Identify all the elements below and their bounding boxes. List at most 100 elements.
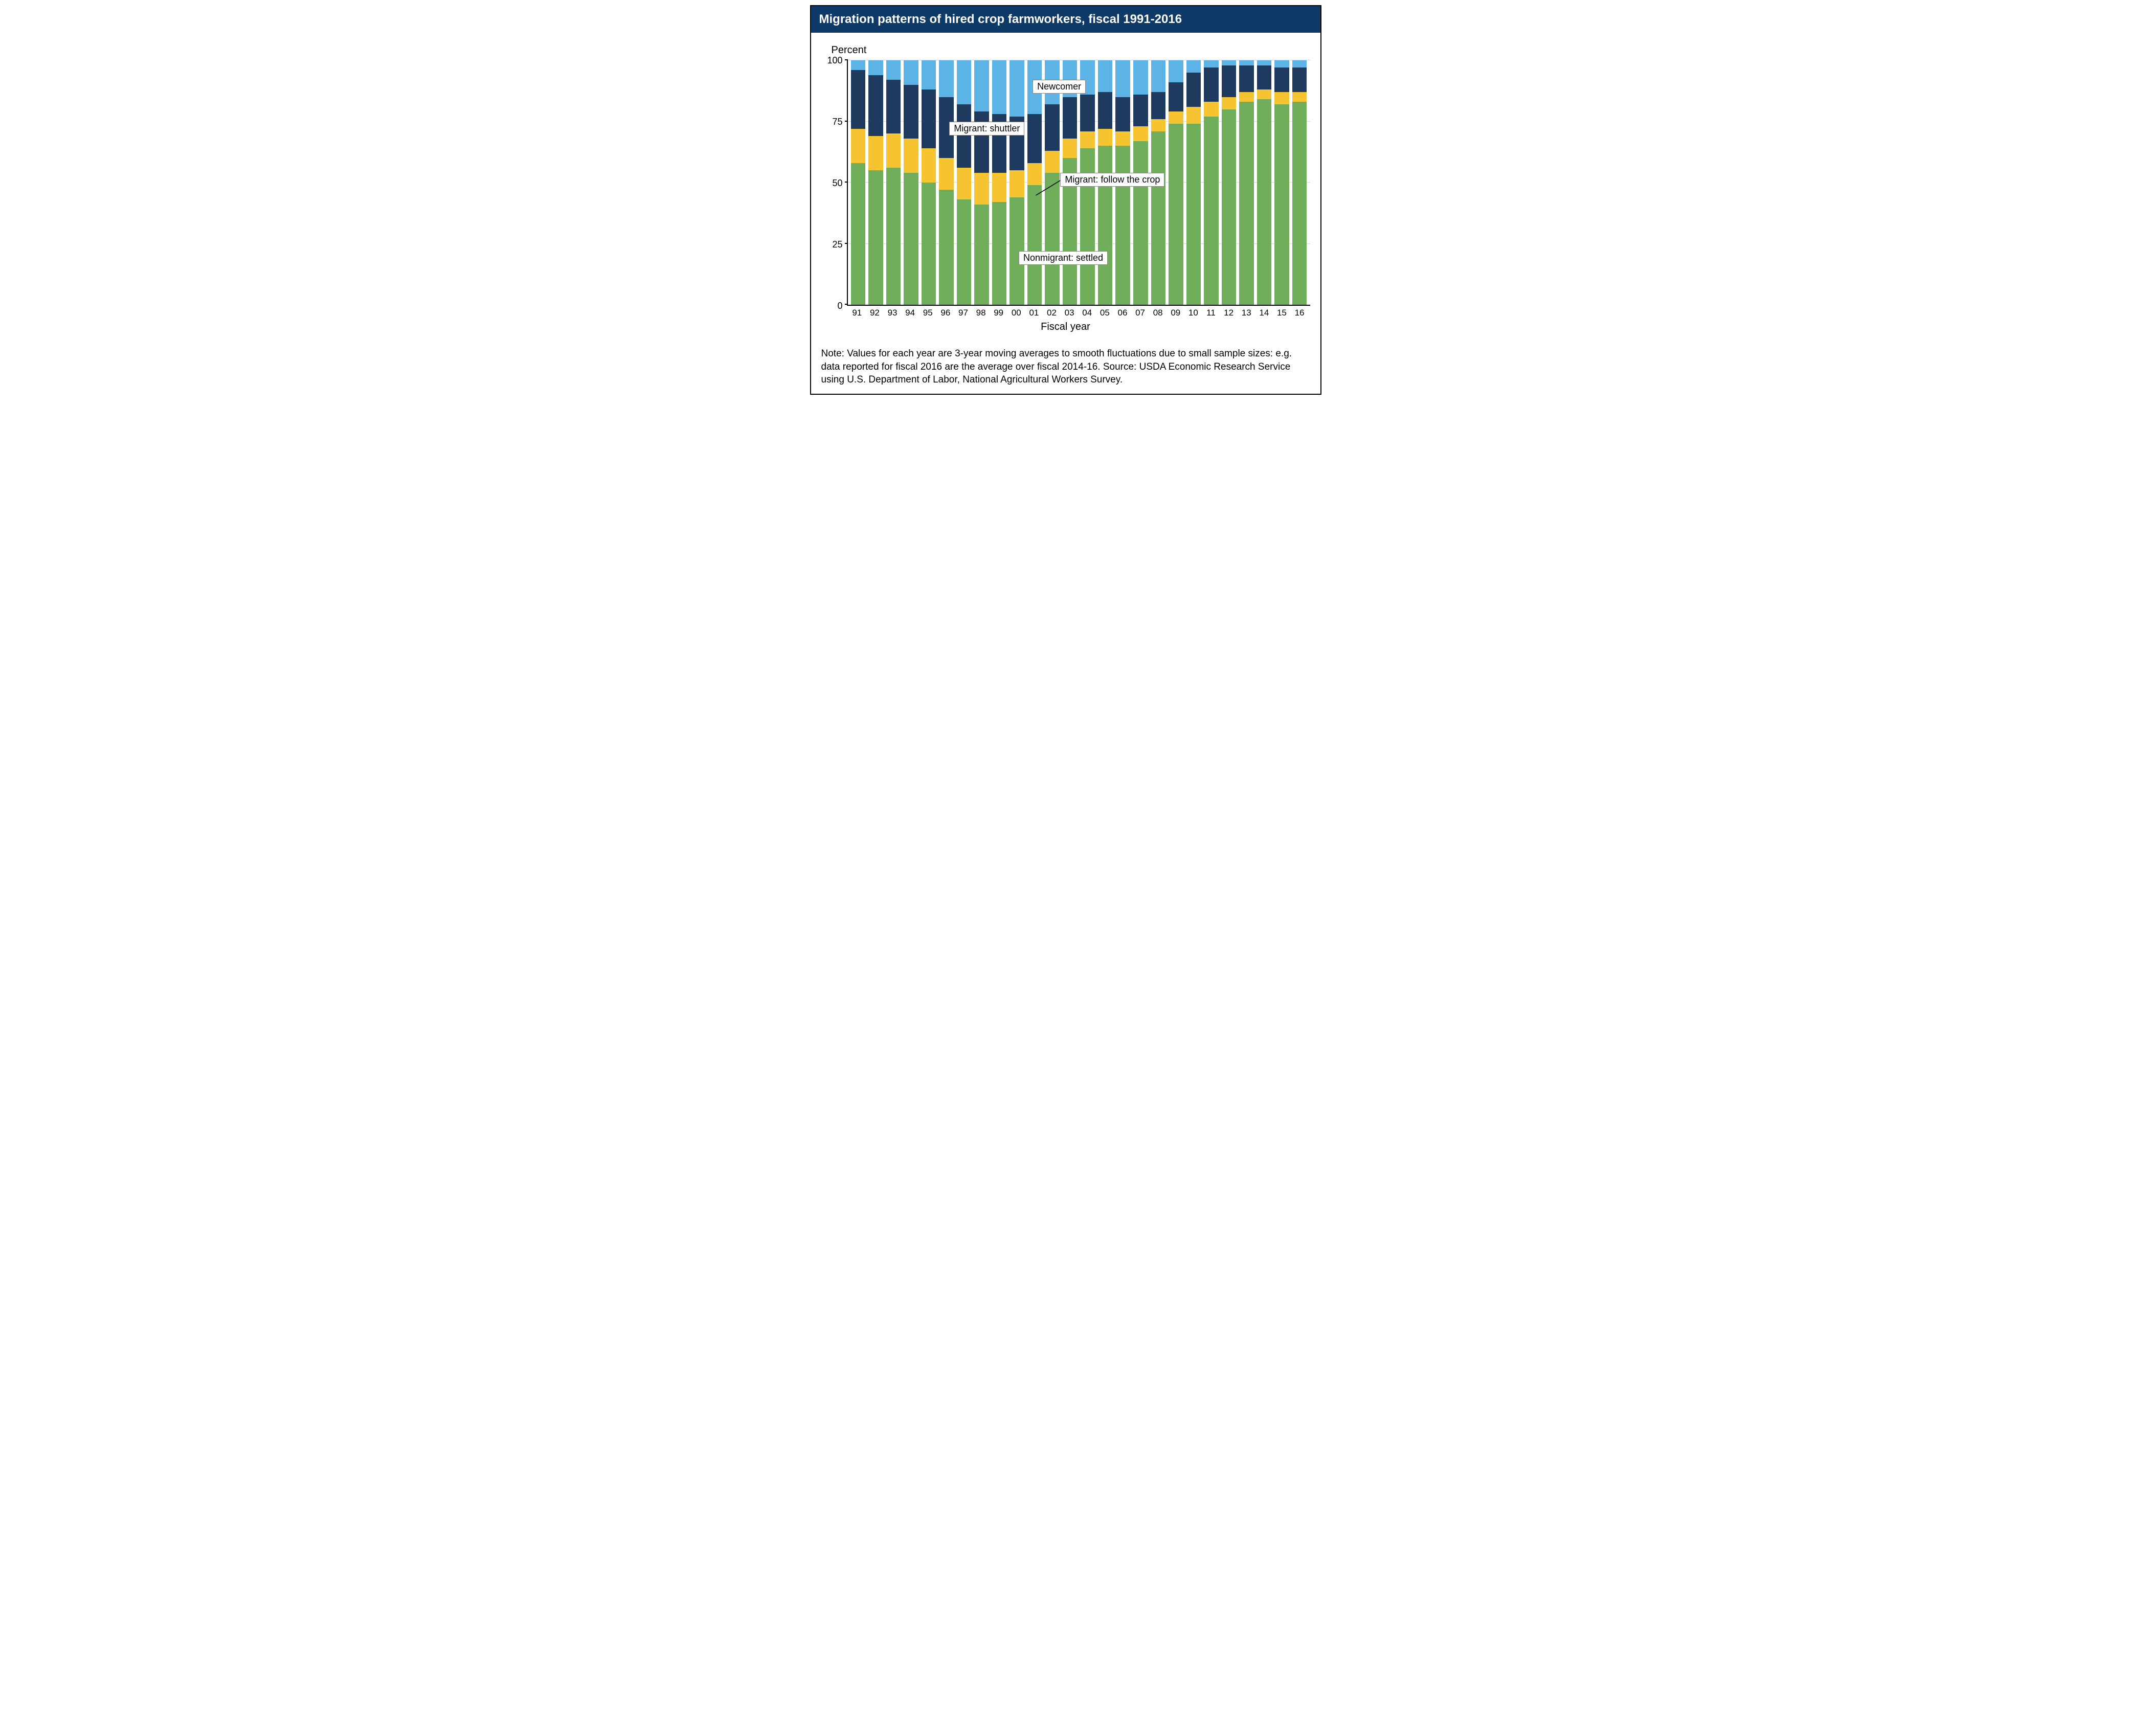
x-tick: 91	[850, 308, 865, 318]
annotation-newcomer: Newcomer	[1033, 80, 1086, 94]
x-tick: 95	[921, 308, 935, 318]
y-tick-mark	[845, 59, 848, 60]
bar-segment-migrant-follow-crop	[1169, 111, 1183, 124]
x-tick: 14	[1257, 308, 1272, 318]
x-tick: 04	[1080, 308, 1094, 318]
bar-segment-migrant-shuttler	[1222, 65, 1237, 97]
bar-segment-migrant-shuttler	[1027, 114, 1042, 163]
bar-segment-migrant-shuttler	[1186, 73, 1201, 107]
bar-segment-migrant-shuttler	[974, 111, 989, 173]
bar-segment-migrant-shuttler	[922, 89, 936, 148]
bar-segment-newcomer	[904, 60, 918, 85]
annotation-migrant-shuttler: Migrant: shuttler	[949, 122, 1024, 136]
x-tick: 06	[1115, 308, 1130, 318]
x-tick: 99	[991, 308, 1006, 318]
bar-segment-nonmigrant-settled	[1027, 185, 1042, 305]
bar-segment-nonmigrant-settled	[1080, 148, 1095, 305]
bar-segment-newcomer	[1186, 60, 1201, 73]
bar-segment-migrant-follow-crop	[1186, 107, 1201, 124]
annotation-migrant-follow-crop: Migrant: follow the crop	[1060, 173, 1164, 187]
x-axis: 9192939495969798990001020304050607080910…	[847, 306, 1310, 318]
x-tick: 92	[867, 308, 882, 318]
bar	[886, 60, 901, 305]
bar	[939, 60, 954, 305]
x-tick: 16	[1292, 308, 1307, 318]
x-tick: 97	[956, 308, 971, 318]
bar-segment-nonmigrant-settled	[1151, 131, 1166, 305]
bar	[1027, 60, 1042, 305]
bar-segment-nonmigrant-settled	[1239, 102, 1254, 305]
bar-segment-migrant-shuttler	[957, 104, 972, 168]
bar-segment-migrant-shuttler	[886, 80, 901, 133]
bar-segment-migrant-shuttler	[1169, 82, 1183, 111]
bar	[1169, 60, 1183, 305]
bar-segment-nonmigrant-settled	[992, 202, 1007, 305]
bar-segment-newcomer	[868, 60, 883, 75]
x-tick: 13	[1239, 308, 1254, 318]
bar-segment-migrant-follow-crop	[1204, 102, 1219, 117]
x-tick: 93	[885, 308, 900, 318]
bar-segment-newcomer	[1115, 60, 1130, 97]
bar	[1010, 60, 1024, 305]
bar-segment-nonmigrant-settled	[1257, 99, 1272, 305]
bar-segment-migrant-follow-crop	[1274, 92, 1289, 104]
bar-segment-migrant-follow-crop	[868, 136, 883, 170]
bar-segment-nonmigrant-settled	[957, 199, 972, 305]
bar-segment-migrant-follow-crop	[1010, 170, 1024, 197]
bar-segment-nonmigrant-settled	[1274, 104, 1289, 305]
bar-segment-nonmigrant-settled	[1045, 173, 1060, 305]
bar	[957, 60, 972, 305]
bar-segment-newcomer	[851, 60, 866, 70]
x-tick: 01	[1027, 308, 1042, 318]
bar	[1204, 60, 1219, 305]
bar-segment-nonmigrant-settled	[851, 163, 866, 305]
bar-segment-newcomer	[1151, 60, 1166, 92]
bar-segment-nonmigrant-settled	[1098, 146, 1113, 305]
bar-segment-nonmigrant-settled	[904, 173, 918, 305]
bar	[1186, 60, 1201, 305]
bar-segment-nonmigrant-settled	[974, 205, 989, 305]
bar-segment-newcomer	[974, 60, 989, 111]
bar-segment-newcomer	[1239, 60, 1254, 65]
bar-segment-migrant-shuttler	[1133, 95, 1148, 126]
bar-segment-migrant-shuttler	[1274, 67, 1289, 92]
bar	[904, 60, 918, 305]
bar-segment-nonmigrant-settled	[1186, 124, 1201, 305]
y-tick-mark	[845, 182, 848, 183]
bar-segment-migrant-shuttler	[1151, 92, 1166, 119]
x-tick: 12	[1221, 308, 1236, 318]
plot-wrap: 1007550250 Newcomer Migrant: shuttler Migr…	[821, 60, 1310, 306]
bar-segment-migrant-follow-crop	[974, 173, 989, 205]
bar-segment-migrant-follow-crop	[1222, 97, 1237, 109]
bar-segment-newcomer	[922, 60, 936, 89]
bar-segment-migrant-follow-crop	[1027, 163, 1042, 185]
bar-segment-migrant-follow-crop	[1151, 119, 1166, 131]
bar-segment-migrant-shuttler	[1257, 65, 1272, 90]
bar-segment-nonmigrant-settled	[922, 183, 936, 305]
bar-segment-migrant-shuttler	[851, 70, 866, 129]
bar-segment-migrant-follow-crop	[1080, 131, 1095, 148]
bar-segment-nonmigrant-settled	[1292, 102, 1307, 305]
bar-segment-newcomer	[1133, 60, 1148, 95]
x-tick: 08	[1151, 308, 1165, 318]
x-tick: 11	[1204, 308, 1219, 318]
y-axis: 1007550250	[821, 60, 847, 306]
bar-segment-migrant-follow-crop	[1098, 129, 1113, 146]
bar-segment-migrant-shuttler	[904, 85, 918, 139]
bar	[1274, 60, 1289, 305]
bar-segment-nonmigrant-settled	[939, 190, 954, 305]
bar-segment-migrant-shuttler	[1239, 65, 1254, 93]
bar-segment-nonmigrant-settled	[1169, 124, 1183, 305]
annotation-nonmigrant-settled: Nonmigrant: settled	[1019, 251, 1108, 265]
bar	[1257, 60, 1272, 305]
bar-segment-migrant-shuttler	[1292, 67, 1307, 92]
x-axis-label: Fiscal year	[821, 321, 1310, 333]
bar-segment-migrant-follow-crop	[1292, 92, 1307, 102]
bar-segment-nonmigrant-settled	[1115, 146, 1130, 305]
x-tick: 96	[938, 308, 953, 318]
x-tick: 94	[903, 308, 917, 318]
bar-segment-nonmigrant-settled	[1204, 117, 1219, 305]
bar-segment-newcomer	[1098, 60, 1113, 92]
bar-segment-migrant-follow-crop	[992, 173, 1007, 202]
x-tick: 98	[974, 308, 989, 318]
